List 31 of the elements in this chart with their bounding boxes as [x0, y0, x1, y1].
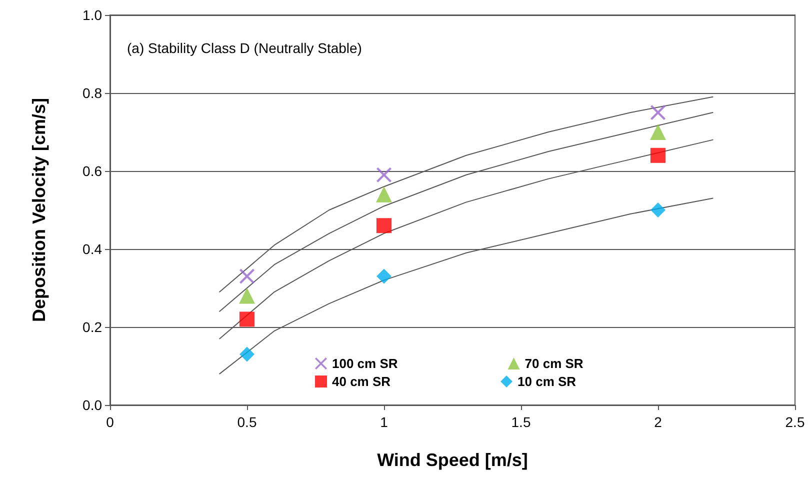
x-axis-title: Wind Speed [m/s] — [377, 450, 528, 470]
x-tick-label: 2 — [654, 414, 662, 430]
x-tick-label: 1 — [380, 414, 388, 430]
x-tick-label: 1.5 — [511, 414, 531, 430]
point — [240, 312, 254, 327]
point — [376, 186, 392, 202]
text: (a) Stability Class D (Neutrally Stable) — [127, 40, 362, 56]
y-tick-label: 0.6 — [82, 163, 102, 179]
x-tick-label: 0.5 — [237, 414, 257, 430]
x-tick-label: 0 — [106, 414, 114, 430]
point — [239, 288, 255, 304]
point — [650, 124, 666, 140]
y-tick-label: 0.0 — [82, 397, 102, 413]
y-tick-label: 0.4 — [82, 241, 102, 257]
point — [240, 346, 254, 362]
y-tick-label: 1.0 — [82, 7, 102, 23]
legend-label: 70 cm SR — [524, 356, 584, 371]
point — [240, 268, 254, 284]
legend-label: 40 cm SR — [332, 374, 392, 389]
point — [376, 268, 392, 284]
point — [650, 105, 666, 120]
point — [650, 202, 666, 218]
x-tick-label: 2.5 — [785, 414, 805, 430]
legend-label: 100 cm SR — [332, 356, 398, 371]
point — [650, 148, 666, 163]
y-axis-title: Deposition Velocity [cm/s] — [29, 98, 49, 322]
point — [376, 218, 392, 234]
legend-label: 10 cm SR — [518, 374, 577, 389]
y-tick-label: 0.2 — [82, 319, 102, 335]
point — [376, 167, 392, 182]
y-tick-label: 0.8 — [82, 85, 102, 101]
